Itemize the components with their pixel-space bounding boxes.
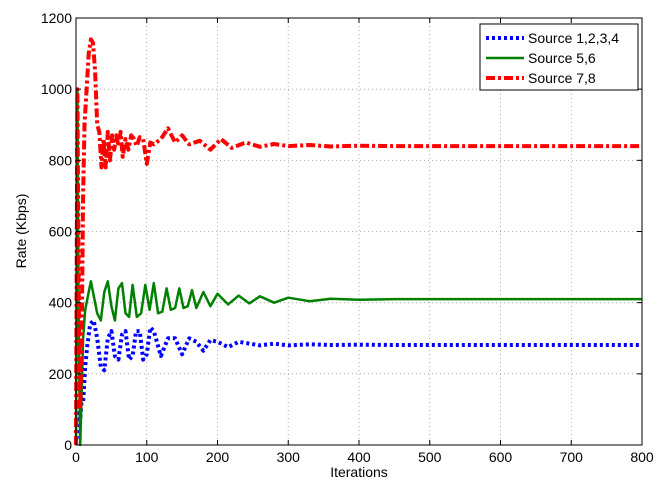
series-line-2 (74, 87, 642, 447)
y-axis-label: Rate (Kbps) (13, 194, 29, 269)
y-tick-label: 800 (49, 152, 73, 168)
legend: Source 1,2,3,4 Source 5,6 Source 7,8 (479, 23, 639, 91)
x-axis-label: Iterations (330, 464, 388, 480)
legend-label-1: Source 1,2,3,4 (528, 30, 619, 46)
axis-ticks: 0 100 200 300 400 500 600 700 800 0 200 400 600 800 10… (41, 10, 654, 465)
y-tick-label: 1000 (41, 81, 72, 97)
x-tick-label: 100 (135, 449, 159, 465)
x-tick-label: 500 (418, 449, 442, 465)
series-line-3 (74, 37, 642, 446)
x-tick-label: 600 (489, 449, 513, 465)
x-tick-label: 400 (347, 449, 371, 465)
y-tick-label: 1200 (41, 10, 72, 26)
x-tick-label: 300 (277, 449, 301, 465)
legend-label-2: Source 5,6 (528, 50, 596, 66)
series-group (74, 37, 642, 447)
y-tick-label: 400 (49, 295, 73, 311)
series-line-1 (74, 318, 642, 446)
x-tick-label: 800 (630, 449, 654, 465)
y-tick-label: 200 (49, 366, 73, 382)
x-tick-label: 200 (206, 449, 230, 465)
legend-label-3: Source 7,8 (528, 70, 596, 86)
y-tick-label: 0 (64, 437, 72, 453)
x-tick-label: 0 (72, 449, 80, 465)
y-tick-label: 600 (49, 224, 73, 240)
x-tick-label: 700 (560, 449, 584, 465)
